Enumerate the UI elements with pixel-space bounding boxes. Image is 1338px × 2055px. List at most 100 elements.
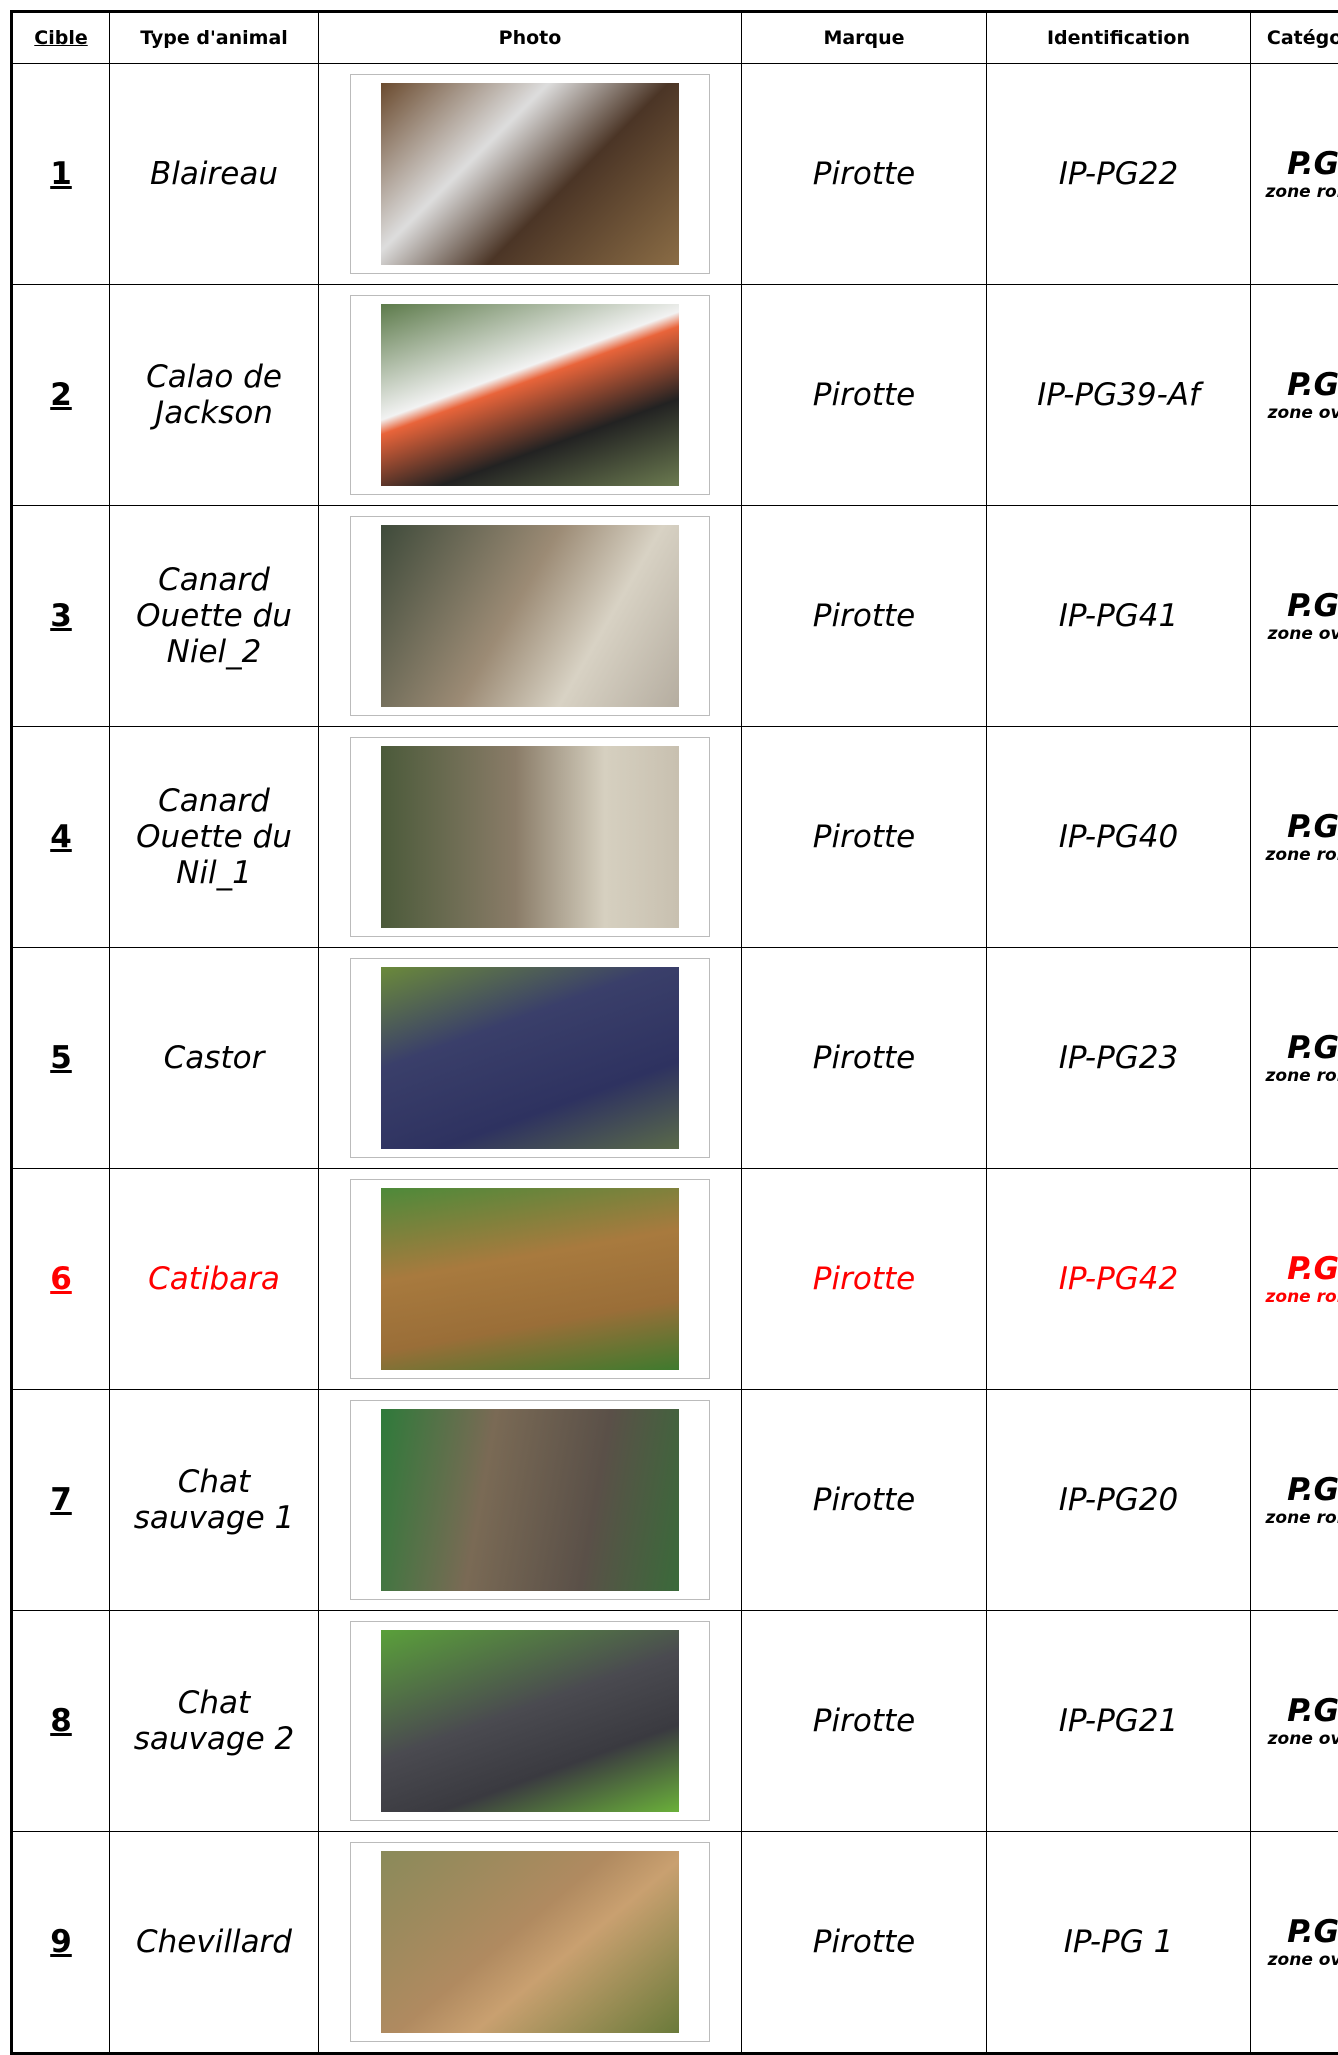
categorie: P.G. [1255, 1030, 1338, 1066]
categorie-cell: P.G.zone ronde [1251, 1390, 1338, 1611]
photo [350, 1400, 710, 1600]
zone: zone ronde [1255, 182, 1338, 202]
categorie: P.G. [1255, 1472, 1338, 1508]
zone: zone ronde [1255, 1066, 1338, 1086]
photo [350, 737, 710, 937]
marque: Pirotte [742, 1390, 987, 1611]
categorie: P.G. [1255, 588, 1338, 624]
zone: zone ovale [1255, 1729, 1338, 1749]
marque: Pirotte [742, 727, 987, 948]
categorie-cell: P.G.zone ronde [1251, 948, 1338, 1169]
column-header: Identification [987, 12, 1251, 64]
animal-type: Chat sauvage 2 [110, 1611, 319, 1832]
marque: Pirotte [742, 1169, 987, 1390]
animal-type: Chevillard [110, 1832, 319, 2054]
photo [350, 74, 710, 274]
categorie: P.G. [1255, 809, 1338, 845]
categorie-cell: P.G.zone ovale [1251, 506, 1338, 727]
cible: 1 [12, 64, 110, 285]
photo-image [381, 1188, 679, 1370]
categorie: P.G. [1255, 1251, 1338, 1287]
photo [350, 1179, 710, 1379]
zone: zone ronde [1255, 1508, 1338, 1528]
identification: IP-PG39-Af [987, 285, 1251, 506]
marque: Pirotte [742, 506, 987, 727]
zone: zone ovale [1255, 403, 1338, 423]
identification: IP-PG20 [987, 1390, 1251, 1611]
photo-image [381, 1630, 679, 1812]
cible: 4 [12, 727, 110, 948]
marque: Pirotte [742, 285, 987, 506]
photo-cell [319, 1169, 742, 1390]
animal-type: Castor [110, 948, 319, 1169]
marque: Pirotte [742, 1832, 987, 2054]
photo-cell [319, 285, 742, 506]
photo-image [381, 83, 679, 265]
zone: zone ronde [1255, 1287, 1338, 1307]
identification: IP-PG23 [987, 948, 1251, 1169]
cible: 9 [12, 1832, 110, 2054]
photo [350, 295, 710, 495]
categorie: P.G. [1255, 367, 1338, 403]
categorie: P.G. [1255, 146, 1338, 182]
categorie: P.G. [1255, 1914, 1338, 1950]
categorie-cell: P.G.zone ronde [1251, 64, 1338, 285]
cible: 5 [12, 948, 110, 1169]
photo [350, 958, 710, 1158]
cible: 2 [12, 285, 110, 506]
column-header: Marque [742, 12, 987, 64]
categorie-cell: P.G.zone ronde [1251, 727, 1338, 948]
photo-cell [319, 1390, 742, 1611]
cible: 6 [12, 1169, 110, 1390]
identification: IP-PG42 [987, 1169, 1251, 1390]
animal-type: Chat sauvage 1 [110, 1390, 319, 1611]
animal-type: Blaireau [110, 64, 319, 285]
marque: Pirotte [742, 1611, 987, 1832]
identification: IP-PG22 [987, 64, 1251, 285]
cible: 8 [12, 1611, 110, 1832]
photo-image [381, 304, 679, 486]
photo-image [381, 1851, 679, 2033]
photo-cell [319, 506, 742, 727]
column-header: Type d'animal [110, 12, 319, 64]
photo-image [381, 746, 679, 928]
animal-type: Canard Ouette du Niel_2 [110, 506, 319, 727]
column-header: Photo [319, 12, 742, 64]
photo [350, 516, 710, 716]
photo-image [381, 525, 679, 707]
identification: IP-PG 1 [987, 1832, 1251, 2054]
animal-type: Calao de Jackson [110, 285, 319, 506]
column-header: Cible [12, 12, 110, 64]
categorie-cell: P.G.zone ovale [1251, 1611, 1338, 1832]
column-header: Catégorie [1251, 12, 1338, 64]
animal-type: Canard Ouette du Nil_1 [110, 727, 319, 948]
zone: zone ronde [1255, 845, 1338, 865]
categorie-cell: P.G.zone ronde [1251, 1169, 1338, 1390]
photo [350, 1842, 710, 2042]
photo-cell [319, 1611, 742, 1832]
animal-type: Catibara [110, 1169, 319, 1390]
marque: Pirotte [742, 948, 987, 1169]
zone: zone ovale [1255, 624, 1338, 644]
photo-cell [319, 948, 742, 1169]
identification: IP-PG40 [987, 727, 1251, 948]
photo-cell [319, 64, 742, 285]
photo-cell [319, 727, 742, 948]
identification: IP-PG21 [987, 1611, 1251, 1832]
categorie-cell: P.G.zone ovale [1251, 1832, 1338, 2054]
cible: 3 [12, 506, 110, 727]
photo-cell [319, 1832, 742, 2054]
zone: zone ovale [1255, 1950, 1338, 1970]
categorie-cell: P.G.zone ovale [1251, 285, 1338, 506]
